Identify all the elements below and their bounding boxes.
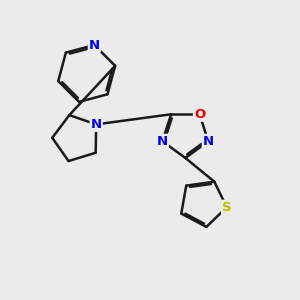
Text: N: N <box>157 135 168 148</box>
Text: N: N <box>91 118 102 131</box>
Text: O: O <box>194 108 205 121</box>
Text: N: N <box>203 135 214 148</box>
Text: N: N <box>89 38 100 52</box>
Text: S: S <box>222 201 232 214</box>
